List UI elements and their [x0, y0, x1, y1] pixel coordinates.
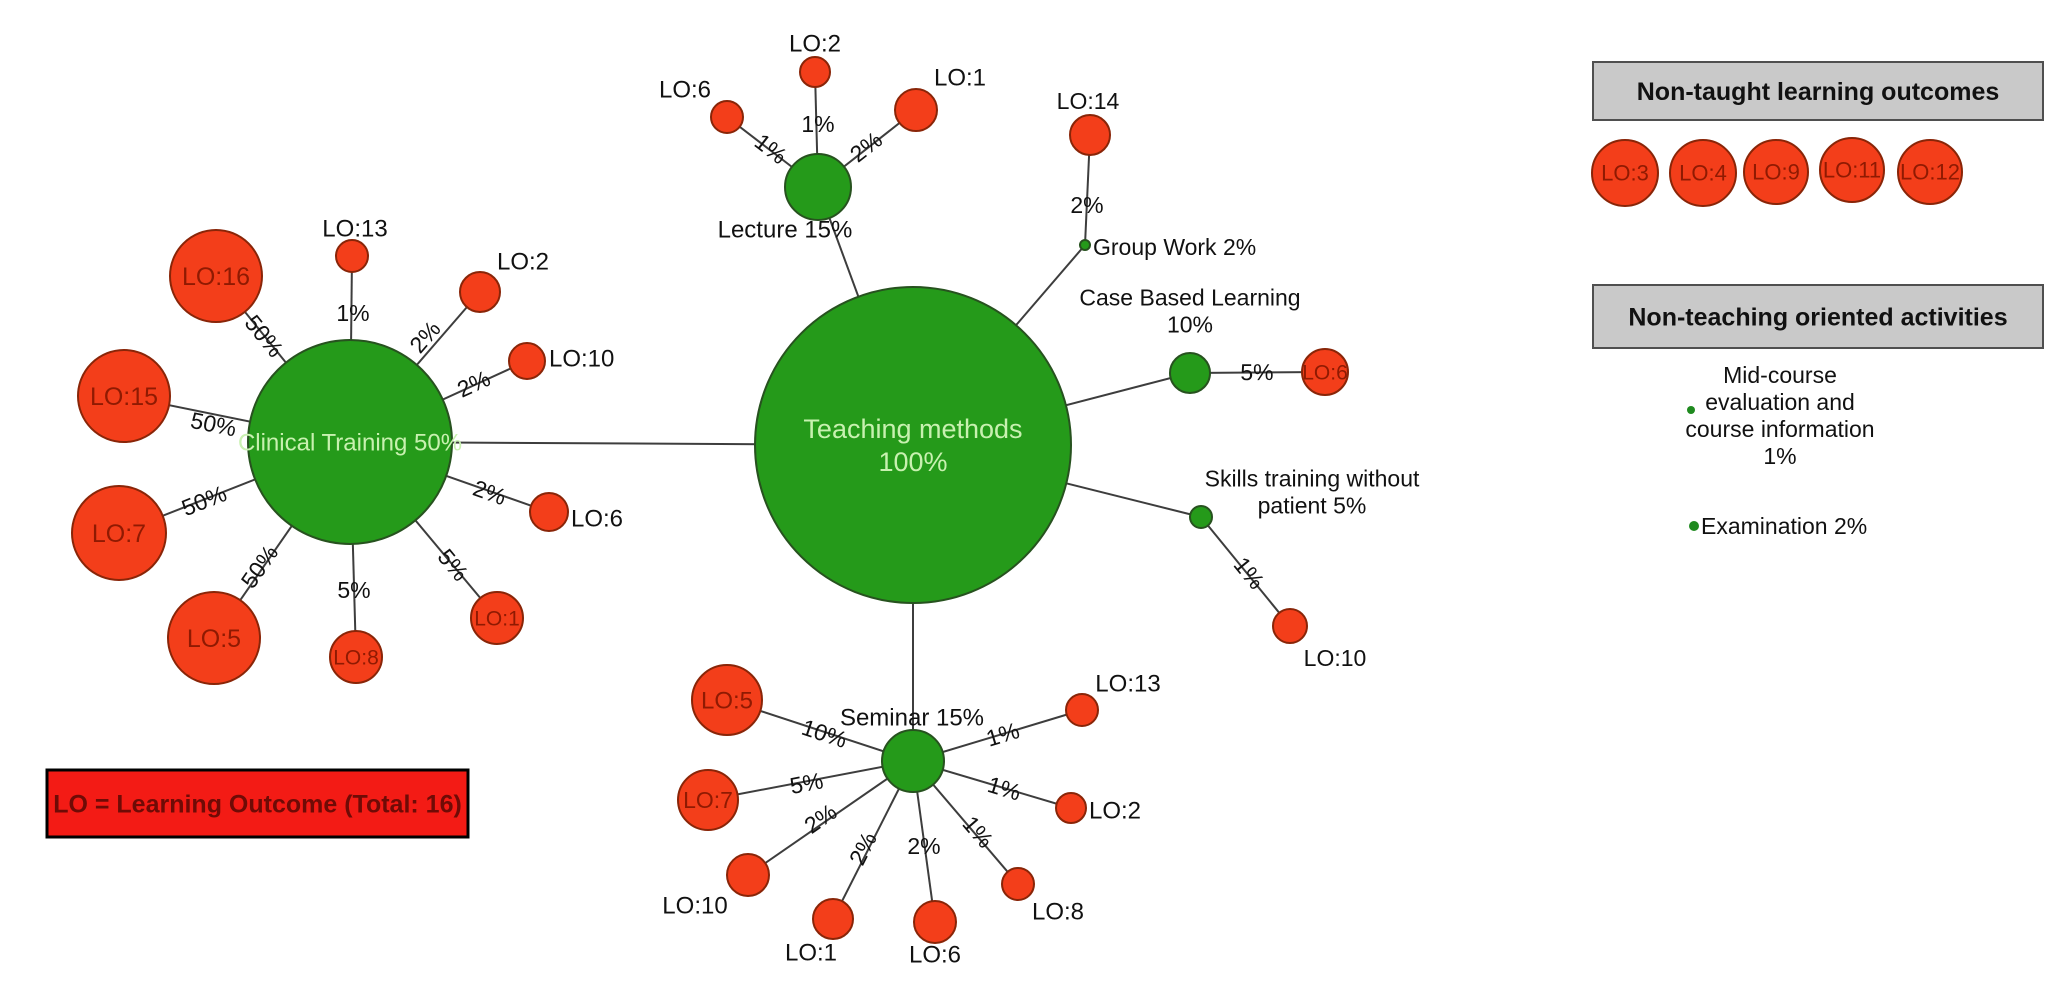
edge-label-clinical-lo13-clin: 1%	[336, 300, 369, 326]
non-taught-outcome-lo-12-circle	[1897, 139, 1963, 205]
node-lo1-lecture-outcome-circle	[894, 88, 938, 132]
label-groupwork: Group Work 2%	[1093, 234, 1256, 260]
non-teaching-activity-label: Examination 2%	[1701, 513, 1867, 539]
node-lo1-clin-outcome-circle	[470, 591, 524, 645]
label-skills: Skills training without patient 5%	[1205, 466, 1420, 519]
node-lo16-clin-outcome-circle	[169, 229, 263, 323]
node-lo6-lecture-outcome-circle	[710, 100, 744, 134]
activity-bullet-dot	[1689, 521, 1699, 531]
node-seminar-activity-circle	[881, 729, 945, 793]
label-lo13-sem: LO:13	[1095, 670, 1160, 697]
node-lo10-skills-outcome-circle	[1272, 608, 1308, 644]
non-taught-outcome-lo-9-circle	[1743, 139, 1809, 205]
node-lo8-clin-outcome-circle	[329, 630, 383, 684]
label-lo13-clin: LO:13	[322, 215, 387, 242]
label-lo10-skills: LO:10	[1304, 645, 1367, 671]
node-lo2-sem-outcome-circle	[1055, 792, 1087, 824]
label-lo6-sem: LO:6	[909, 941, 961, 968]
node-lo6-clin-outcome-circle	[529, 492, 569, 532]
non-taught-outcome-lo-3-circle	[1591, 139, 1659, 207]
label-lo6-lecture: LO:6	[659, 76, 711, 103]
label-lo10-sem: LO:10	[662, 892, 727, 919]
node-lo6-case-outcome-circle	[1301, 348, 1349, 396]
non-taught-outcome-lo-4-circle	[1669, 139, 1737, 207]
label-lo6-clin: LO:6	[571, 505, 623, 532]
label-lo7-clin: LO:7	[92, 520, 146, 548]
label-lo10-clin: LO:10	[549, 345, 614, 372]
non-taught-outcome-label: LO:4	[1679, 161, 1727, 186]
non-teaching-activity-label: Mid-course evaluation and course informati…	[1685, 362, 1874, 469]
node-lo13-clin-outcome-circle	[335, 239, 369, 273]
label-lo5-clin: LO:5	[187, 625, 241, 653]
node-groupwork-activity-circle	[1079, 239, 1091, 251]
non-taught-outcome-label: LO:3	[1601, 161, 1649, 186]
activity-bullet-dot	[1687, 406, 1695, 414]
label-lo2-lecture: LO:2	[789, 30, 841, 57]
panel-title-0: Non-taught learning outcomes	[1637, 78, 2000, 106]
node-lo10-clin-outcome-circle	[508, 342, 546, 380]
label-lo7-sem: LO:7	[683, 787, 733, 813]
node-lo6-sem-outcome-circle	[913, 900, 957, 944]
non-taught-outcome-label: LO:9	[1752, 160, 1800, 185]
label-lo1-lecture: LO:1	[934, 64, 986, 91]
edge-label-casebased-lo6-case: 5%	[1240, 359, 1273, 385]
label-lo16-clin: LO:16	[182, 263, 250, 291]
legend-text: LO = Learning Outcome (Total: 16)	[53, 790, 462, 818]
label-lo6-case: LO:6	[1302, 361, 1348, 384]
label-lo1-clin: LO:1	[474, 607, 520, 630]
edge-label-seminar-lo6-sem: 2%	[907, 833, 940, 859]
label-lecture: Lecture 15%	[718, 216, 853, 243]
label-teaching: Teaching methods 100%	[803, 414, 1022, 477]
edge-label-seminar-lo7-sem: 5%	[788, 767, 826, 799]
legend-box	[45, 768, 470, 839]
node-lo7-clin-outcome-circle	[71, 485, 167, 581]
label-casebased: Case Based Learning 10%	[1079, 285, 1300, 338]
label-clinical: Clinical Training 50%	[238, 429, 462, 456]
label-lo14-group: LO:14	[1057, 88, 1120, 114]
label-seminar: Seminar 15%	[840, 704, 984, 731]
non-taught-outcome-lo-11-circle	[1819, 137, 1885, 203]
label-lo8-sem: LO:8	[1032, 898, 1084, 925]
node-lo5-sem-outcome-circle	[691, 664, 763, 736]
node-teaching-activity-circle	[754, 286, 1072, 604]
node-lo14-group-outcome-circle	[1069, 114, 1111, 156]
label-lo15-clin: LO:15	[90, 383, 158, 411]
node-lecture-activity-circle	[784, 153, 852, 221]
node-casebased-activity-circle	[1169, 352, 1211, 394]
node-lo2-clin-outcome-circle	[459, 271, 501, 313]
edge-label-clinical-lo8-clin: 5%	[337, 577, 370, 603]
node-lo15-clin-outcome-circle	[77, 349, 171, 443]
node-lo5-clin-outcome-circle	[167, 591, 261, 685]
non-taught-outcome-label: LO:11	[1823, 158, 1881, 183]
panel-header-1	[1592, 284, 2044, 349]
node-lo8-sem-outcome-circle	[1001, 867, 1035, 901]
label-lo2-sem: LO:2	[1089, 797, 1141, 824]
panel-title-1: Non-teaching oriented activities	[1628, 303, 2007, 331]
node-skills-activity-circle	[1189, 505, 1213, 529]
label-lo8-clin: LO:8	[333, 646, 379, 669]
node-clinical-activity-circle	[247, 339, 453, 545]
edge-label-groupwork-lo14-group: 2%	[1070, 192, 1103, 218]
panel-header-0	[1592, 61, 2044, 121]
edge-skills-lo10-skills	[1200, 516, 1291, 627]
label-lo2-clin: LO:2	[497, 248, 549, 275]
non-taught-outcome-label: LO:12	[1900, 160, 1960, 185]
node-lo2-lecture-outcome-circle	[799, 56, 831, 88]
node-lo13-sem-outcome-circle	[1065, 693, 1099, 727]
edge-label-lecture-lo2-lecture: 1%	[801, 111, 834, 137]
node-lo1-sem-outcome-circle	[812, 898, 854, 940]
node-lo10-sem-outcome-circle	[726, 853, 770, 897]
edge-seminar-lo10-sem	[747, 760, 914, 876]
node-lo7-sem-outcome-circle	[677, 769, 739, 831]
edge-seminar-lo7-sem	[707, 760, 914, 801]
label-lo5-sem: LO:5	[701, 687, 753, 714]
label-lo1-sem: LO:1	[785, 939, 837, 966]
